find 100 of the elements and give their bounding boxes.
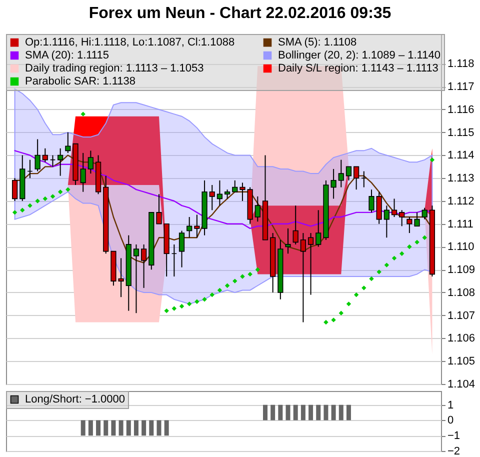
candlestick bbox=[141, 244, 147, 288]
chart-title: Forex um Neun - Chart 22.02.2016 09:35 bbox=[88, 5, 392, 22]
y-tick-label: 1.104 bbox=[448, 378, 476, 390]
point bbox=[35, 198, 40, 204]
candlestick bbox=[194, 214, 200, 238]
candlestick bbox=[406, 216, 412, 234]
y-tick-label: 1.117 bbox=[448, 81, 474, 94]
point bbox=[58, 190, 63, 194]
legend-label: Long/Short: −1.0000 bbox=[25, 394, 125, 406]
candlestick bbox=[216, 180, 223, 206]
candlestick bbox=[376, 191, 382, 224]
point bbox=[369, 276, 374, 282]
point bbox=[42, 196, 48, 202]
candlestick bbox=[391, 198, 398, 218]
candlestick bbox=[384, 205, 390, 238]
candlestick bbox=[224, 189, 230, 200]
y-tick-label: 1 bbox=[448, 399, 454, 412]
point bbox=[422, 235, 427, 240]
point bbox=[232, 278, 238, 284]
y-tick-label: 1.112 bbox=[448, 195, 474, 208]
y-tick-label: 1.115 bbox=[448, 126, 474, 139]
point bbox=[255, 267, 260, 272]
candlestick bbox=[12, 178, 18, 202]
point bbox=[362, 286, 366, 290]
point bbox=[331, 318, 336, 322]
y-tick-label: 1.118 bbox=[448, 58, 474, 70]
point bbox=[20, 208, 25, 212]
candlestick bbox=[300, 232, 306, 323]
y-tick-label: 1.108 bbox=[448, 286, 476, 299]
y-tick-label: 1.106 bbox=[448, 332, 476, 345]
point bbox=[202, 297, 207, 302]
point bbox=[407, 244, 412, 250]
legend-label: Parabolic SAR: 1.1138 bbox=[25, 76, 136, 88]
candlestick bbox=[368, 189, 374, 213]
point bbox=[194, 299, 200, 304]
point bbox=[210, 292, 214, 298]
y-tick-label: 1.114 bbox=[448, 150, 474, 162]
y-tick-label: 1.110 bbox=[448, 241, 474, 254]
candlestick bbox=[34, 138, 40, 172]
candlestick bbox=[292, 205, 298, 245]
point bbox=[217, 288, 222, 293]
candlestick bbox=[58, 148, 64, 176]
y-tick-label: 1.111 bbox=[448, 218, 474, 230]
point bbox=[164, 308, 169, 314]
legend-label: Bollinger (20, 2): 1.1089 – 1.1140 bbox=[278, 50, 440, 62]
point bbox=[338, 310, 344, 316]
y-tick-label: 1.116 bbox=[448, 104, 474, 116]
point bbox=[376, 270, 382, 274]
candlestick bbox=[42, 148, 48, 163]
y-tick-label: 0 bbox=[448, 414, 454, 427]
point bbox=[400, 251, 404, 256]
candlestick bbox=[80, 152, 86, 192]
candlestick bbox=[133, 244, 140, 314]
y-tick-label: 1.109 bbox=[448, 264, 476, 276]
point bbox=[172, 306, 177, 311]
candlestick bbox=[27, 159, 33, 179]
candlestick bbox=[338, 159, 344, 188]
point bbox=[187, 302, 192, 306]
y-tick-label: 1.113 bbox=[448, 172, 474, 185]
point bbox=[66, 187, 70, 192]
point bbox=[392, 256, 397, 261]
candlestick bbox=[88, 150, 94, 174]
candlestick bbox=[65, 132, 71, 154]
point bbox=[224, 283, 230, 288]
legend-label: Daily trading region: 1.1113 – 1.1053 bbox=[25, 62, 204, 74]
legend-label: SMA (20): 1.1115 bbox=[25, 50, 109, 62]
point bbox=[384, 262, 390, 268]
point bbox=[248, 272, 252, 277]
legend-label: Op:1.1116, Hi:1.1118, Lo:1.1087, Cl:1.1088 bbox=[25, 36, 235, 49]
candlestick bbox=[308, 232, 314, 296]
y-tick-label: −1 bbox=[448, 430, 460, 442]
point bbox=[12, 210, 18, 215]
candlestick bbox=[285, 228, 291, 254]
point bbox=[50, 194, 56, 199]
point bbox=[354, 292, 359, 298]
point bbox=[240, 274, 245, 279]
candlestick bbox=[232, 180, 238, 192]
candlestick bbox=[50, 154, 56, 168]
candlestick bbox=[240, 182, 246, 202]
candlestick bbox=[354, 166, 360, 190]
y-tick-label: 1.105 bbox=[448, 356, 476, 368]
point bbox=[179, 304, 184, 309]
candlestick bbox=[346, 166, 352, 181]
candlestick bbox=[422, 207, 428, 220]
candlestick bbox=[209, 184, 215, 211]
y-tick-label: −2 bbox=[448, 446, 460, 457]
point bbox=[414, 240, 420, 245]
point bbox=[324, 320, 328, 325]
candlestick bbox=[414, 212, 420, 227]
candlestick bbox=[399, 210, 405, 227]
candlestick bbox=[156, 194, 162, 224]
candlestick bbox=[178, 230, 185, 268]
candlestick bbox=[171, 244, 177, 277]
point bbox=[346, 302, 352, 306]
point bbox=[28, 203, 32, 208]
point bbox=[430, 157, 435, 162]
candlestick bbox=[254, 196, 260, 222]
y-tick-label: 1.107 bbox=[448, 310, 476, 322]
legend-label: SMA (5): 1.1108 bbox=[278, 36, 357, 49]
candlestick bbox=[316, 210, 322, 248]
